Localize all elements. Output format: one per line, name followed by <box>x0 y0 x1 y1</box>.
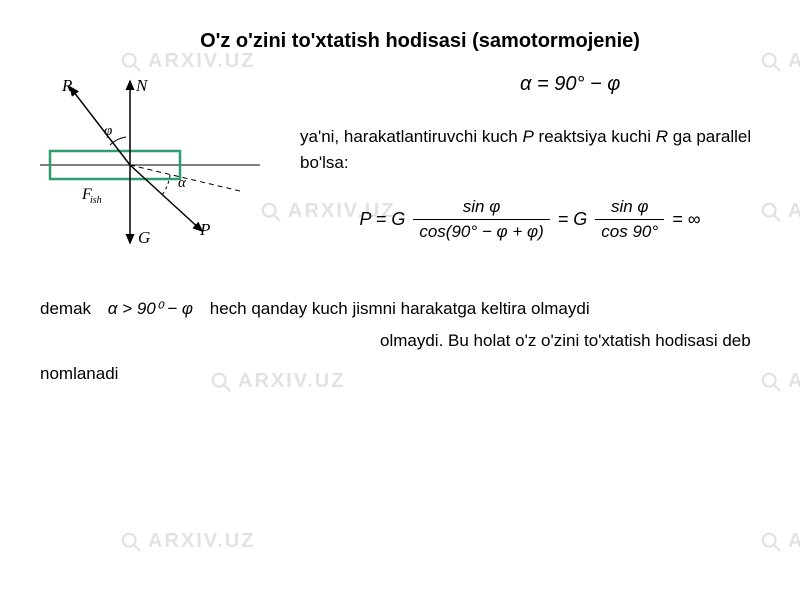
frac2-den: cos 90° <box>595 219 664 242</box>
bottom-c: olmaydi. Bu holat o'z o'zini to'xtatish … <box>40 331 751 382</box>
equation-alpha: α = 90° − φ <box>520 73 760 96</box>
eq-lhs: P = G <box>359 209 405 230</box>
para1-a: ya'ni, harakatlantiruvchi kuch <box>300 127 522 146</box>
svg-text:N: N <box>135 76 149 95</box>
para1-b: reaktsiya kuchi <box>534 127 656 146</box>
symbol-P: P <box>522 127 533 146</box>
svg-text:P: P <box>199 220 210 239</box>
svg-text:ish: ish <box>90 195 102 206</box>
watermark: ARXIV.UZ <box>120 530 256 553</box>
bottom-a: demak <box>40 299 96 318</box>
bottom-eq: α > 90⁰ − φ <box>108 299 193 318</box>
page-title: O'z o'zini to'xtatish hodisasi (samotorm… <box>80 30 760 53</box>
svg-text:φ: φ <box>104 123 112 139</box>
symbol-R: R <box>656 127 668 146</box>
frac1-den: cos(90° − φ + φ) <box>413 219 549 242</box>
bottom-b: hech qanday kuch jismni harakatga keltir… <box>210 299 590 318</box>
equation-main: P = G sin φ cos(90° − φ + φ) = G sin φ c… <box>300 197 760 242</box>
paragraph-2: demak α > 90⁰ − φ hech qanday kuch jismn… <box>40 293 760 390</box>
svg-text:α: α <box>178 175 187 191</box>
frac2-num: sin φ <box>605 197 655 219</box>
frac1-num: sin φ <box>457 197 507 219</box>
svg-text:G: G <box>138 228 150 247</box>
eq-mid: = G <box>558 209 588 230</box>
paragraph-1: ya'ni, harakatlantiruvchi kuch P reaktsi… <box>300 124 760 175</box>
fraction-2: sin φ cos 90° <box>595 197 664 242</box>
watermark: ARXIV.UZ <box>760 530 800 553</box>
svg-text:R: R <box>61 76 73 95</box>
force-diagram: RNφαFishPG <box>40 73 260 253</box>
fraction-1: sin φ cos(90° − φ + φ) <box>413 197 549 242</box>
eq-rhs: = ∞ <box>672 209 700 230</box>
